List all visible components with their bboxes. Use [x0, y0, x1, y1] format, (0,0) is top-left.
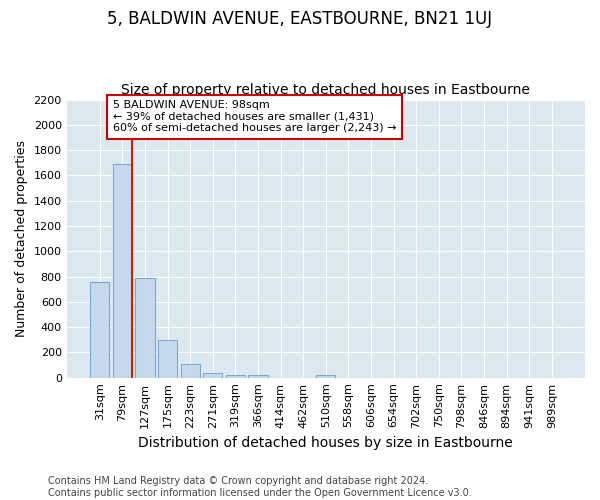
Bar [113, 164, 132, 378]
Bar [90, 282, 109, 378]
Text: 5, BALDWIN AVENUE, EASTBOURNE, BN21 1UJ: 5, BALDWIN AVENUE, EASTBOURNE, BN21 1UJ [107, 10, 493, 28]
Text: 5 BALDWIN AVENUE: 98sqm
← 39% of detached houses are smaller (1,431)
60% of semi: 5 BALDWIN AVENUE: 98sqm ← 39% of detache… [113, 100, 397, 134]
Title: Size of property relative to detached houses in Eastbourne: Size of property relative to detached ho… [121, 83, 530, 97]
Bar [158, 340, 177, 378]
Bar [226, 374, 245, 378]
Bar [181, 364, 200, 378]
Text: Contains HM Land Registry data © Crown copyright and database right 2024.
Contai: Contains HM Land Registry data © Crown c… [48, 476, 472, 498]
Bar [136, 278, 155, 378]
Bar [316, 374, 335, 378]
Bar [203, 372, 223, 378]
Bar [248, 374, 268, 378]
Y-axis label: Number of detached properties: Number of detached properties [15, 140, 28, 337]
X-axis label: Distribution of detached houses by size in Eastbourne: Distribution of detached houses by size … [139, 436, 513, 450]
